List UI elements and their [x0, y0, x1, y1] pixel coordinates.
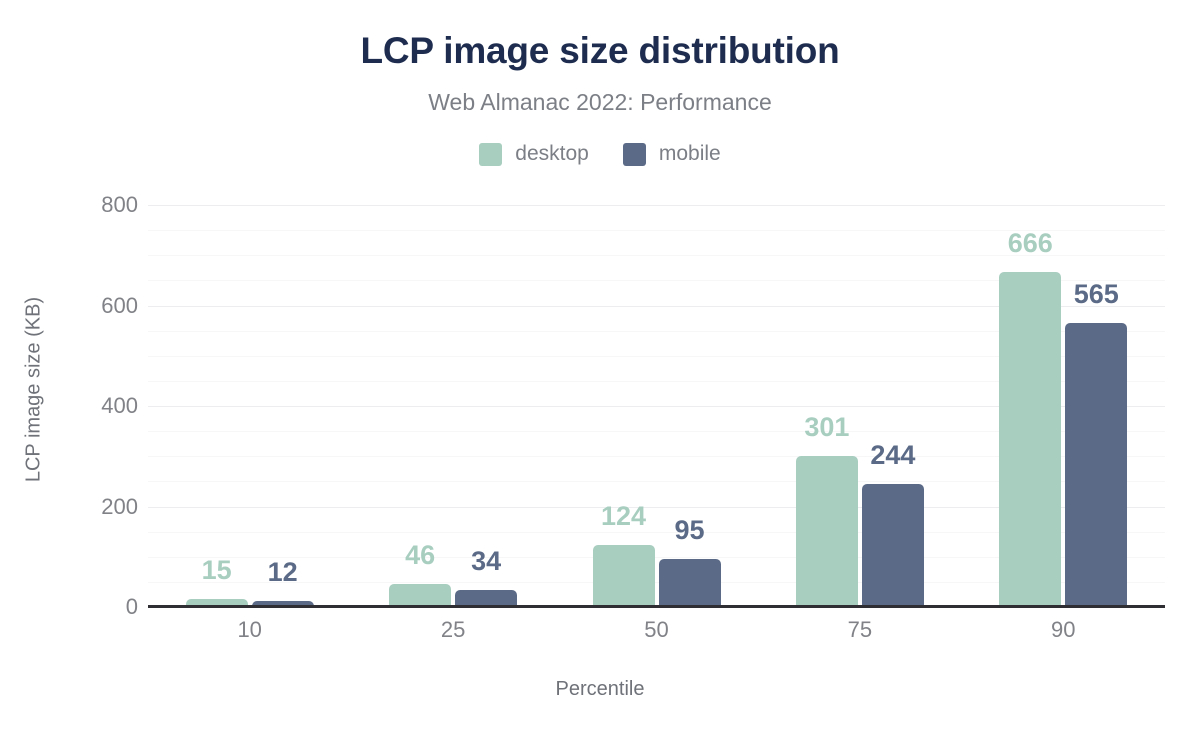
bar-desktop-10[interactable] [185, 599, 248, 607]
gridline [148, 431, 1165, 433]
value-label-desktop-75: 301 [804, 411, 850, 442]
legend-swatch-icon [622, 142, 646, 166]
gridline [148, 481, 1165, 483]
bar-mobile-25[interactable] [455, 589, 518, 607]
chart-title: LCP image size distribution [360, 30, 840, 71]
bar-desktop-25[interactable] [389, 583, 452, 607]
gridline [148, 280, 1165, 282]
gridline [148, 205, 1165, 206]
gridline [148, 305, 1165, 307]
legend-swatch-icon [479, 142, 503, 166]
bar-mobile-50[interactable] [658, 559, 721, 607]
bar-mobile-75[interactable] [861, 484, 924, 607]
value-label-desktop-10: 15 [201, 555, 232, 586]
x-axis-line [148, 605, 1165, 608]
plot-area [148, 205, 1165, 608]
bar-mobile-10[interactable] [251, 600, 314, 607]
value-label-mobile-90: 565 [1073, 279, 1119, 310]
bar-desktop-75[interactable] [795, 455, 858, 607]
legend-label: desktop [515, 142, 589, 165]
gridline [148, 456, 1165, 458]
bar-mobile-90[interactable] [1065, 323, 1128, 607]
bar-desktop-90[interactable] [999, 272, 1062, 607]
chart-subtitle: Web Almanac 2022: Performance [428, 89, 772, 115]
y-tick-label: 200 [101, 493, 138, 519]
gridline [148, 255, 1165, 257]
gridline [148, 330, 1165, 332]
chart-legend: desktop mobile [0, 142, 1200, 166]
y-axis-title: LCP image size (KB) [22, 296, 45, 483]
gridline [148, 556, 1165, 558]
legend-item-desktop[interactable]: desktop [479, 142, 589, 166]
value-label-desktop-90: 666 [1007, 228, 1053, 259]
value-label-mobile-50: 95 [674, 515, 705, 546]
gridline [148, 355, 1165, 357]
y-tick-label: 600 [101, 292, 138, 318]
x-tick-label: 50 [644, 617, 669, 642]
value-label-desktop-50: 124 [600, 500, 647, 531]
x-tick-label: 25 [440, 617, 466, 642]
legend-label: mobile [658, 142, 721, 165]
value-label-mobile-25: 34 [471, 545, 502, 576]
gridline [148, 230, 1165, 232]
gridline [148, 506, 1165, 508]
value-label-desktop-25: 46 [405, 539, 436, 570]
x-tick-label: 75 [847, 617, 873, 642]
y-tick-label: 800 [101, 192, 138, 217]
x-tick-label: 90 [1051, 617, 1076, 642]
gridline [148, 581, 1165, 583]
gridline [148, 406, 1165, 407]
gridline [148, 531, 1165, 533]
gridline [148, 380, 1165, 382]
bar-desktop-50[interactable] [592, 544, 655, 607]
y-tick-label: 0 [125, 594, 138, 619]
x-tick-label: 10 [237, 617, 262, 642]
value-label-mobile-75: 244 [870, 440, 916, 471]
x-axis-title: Percentile [555, 678, 645, 700]
value-label-mobile-10: 12 [267, 556, 298, 587]
legend-item-mobile[interactable]: mobile [622, 142, 721, 166]
y-tick-label: 400 [101, 393, 138, 418]
